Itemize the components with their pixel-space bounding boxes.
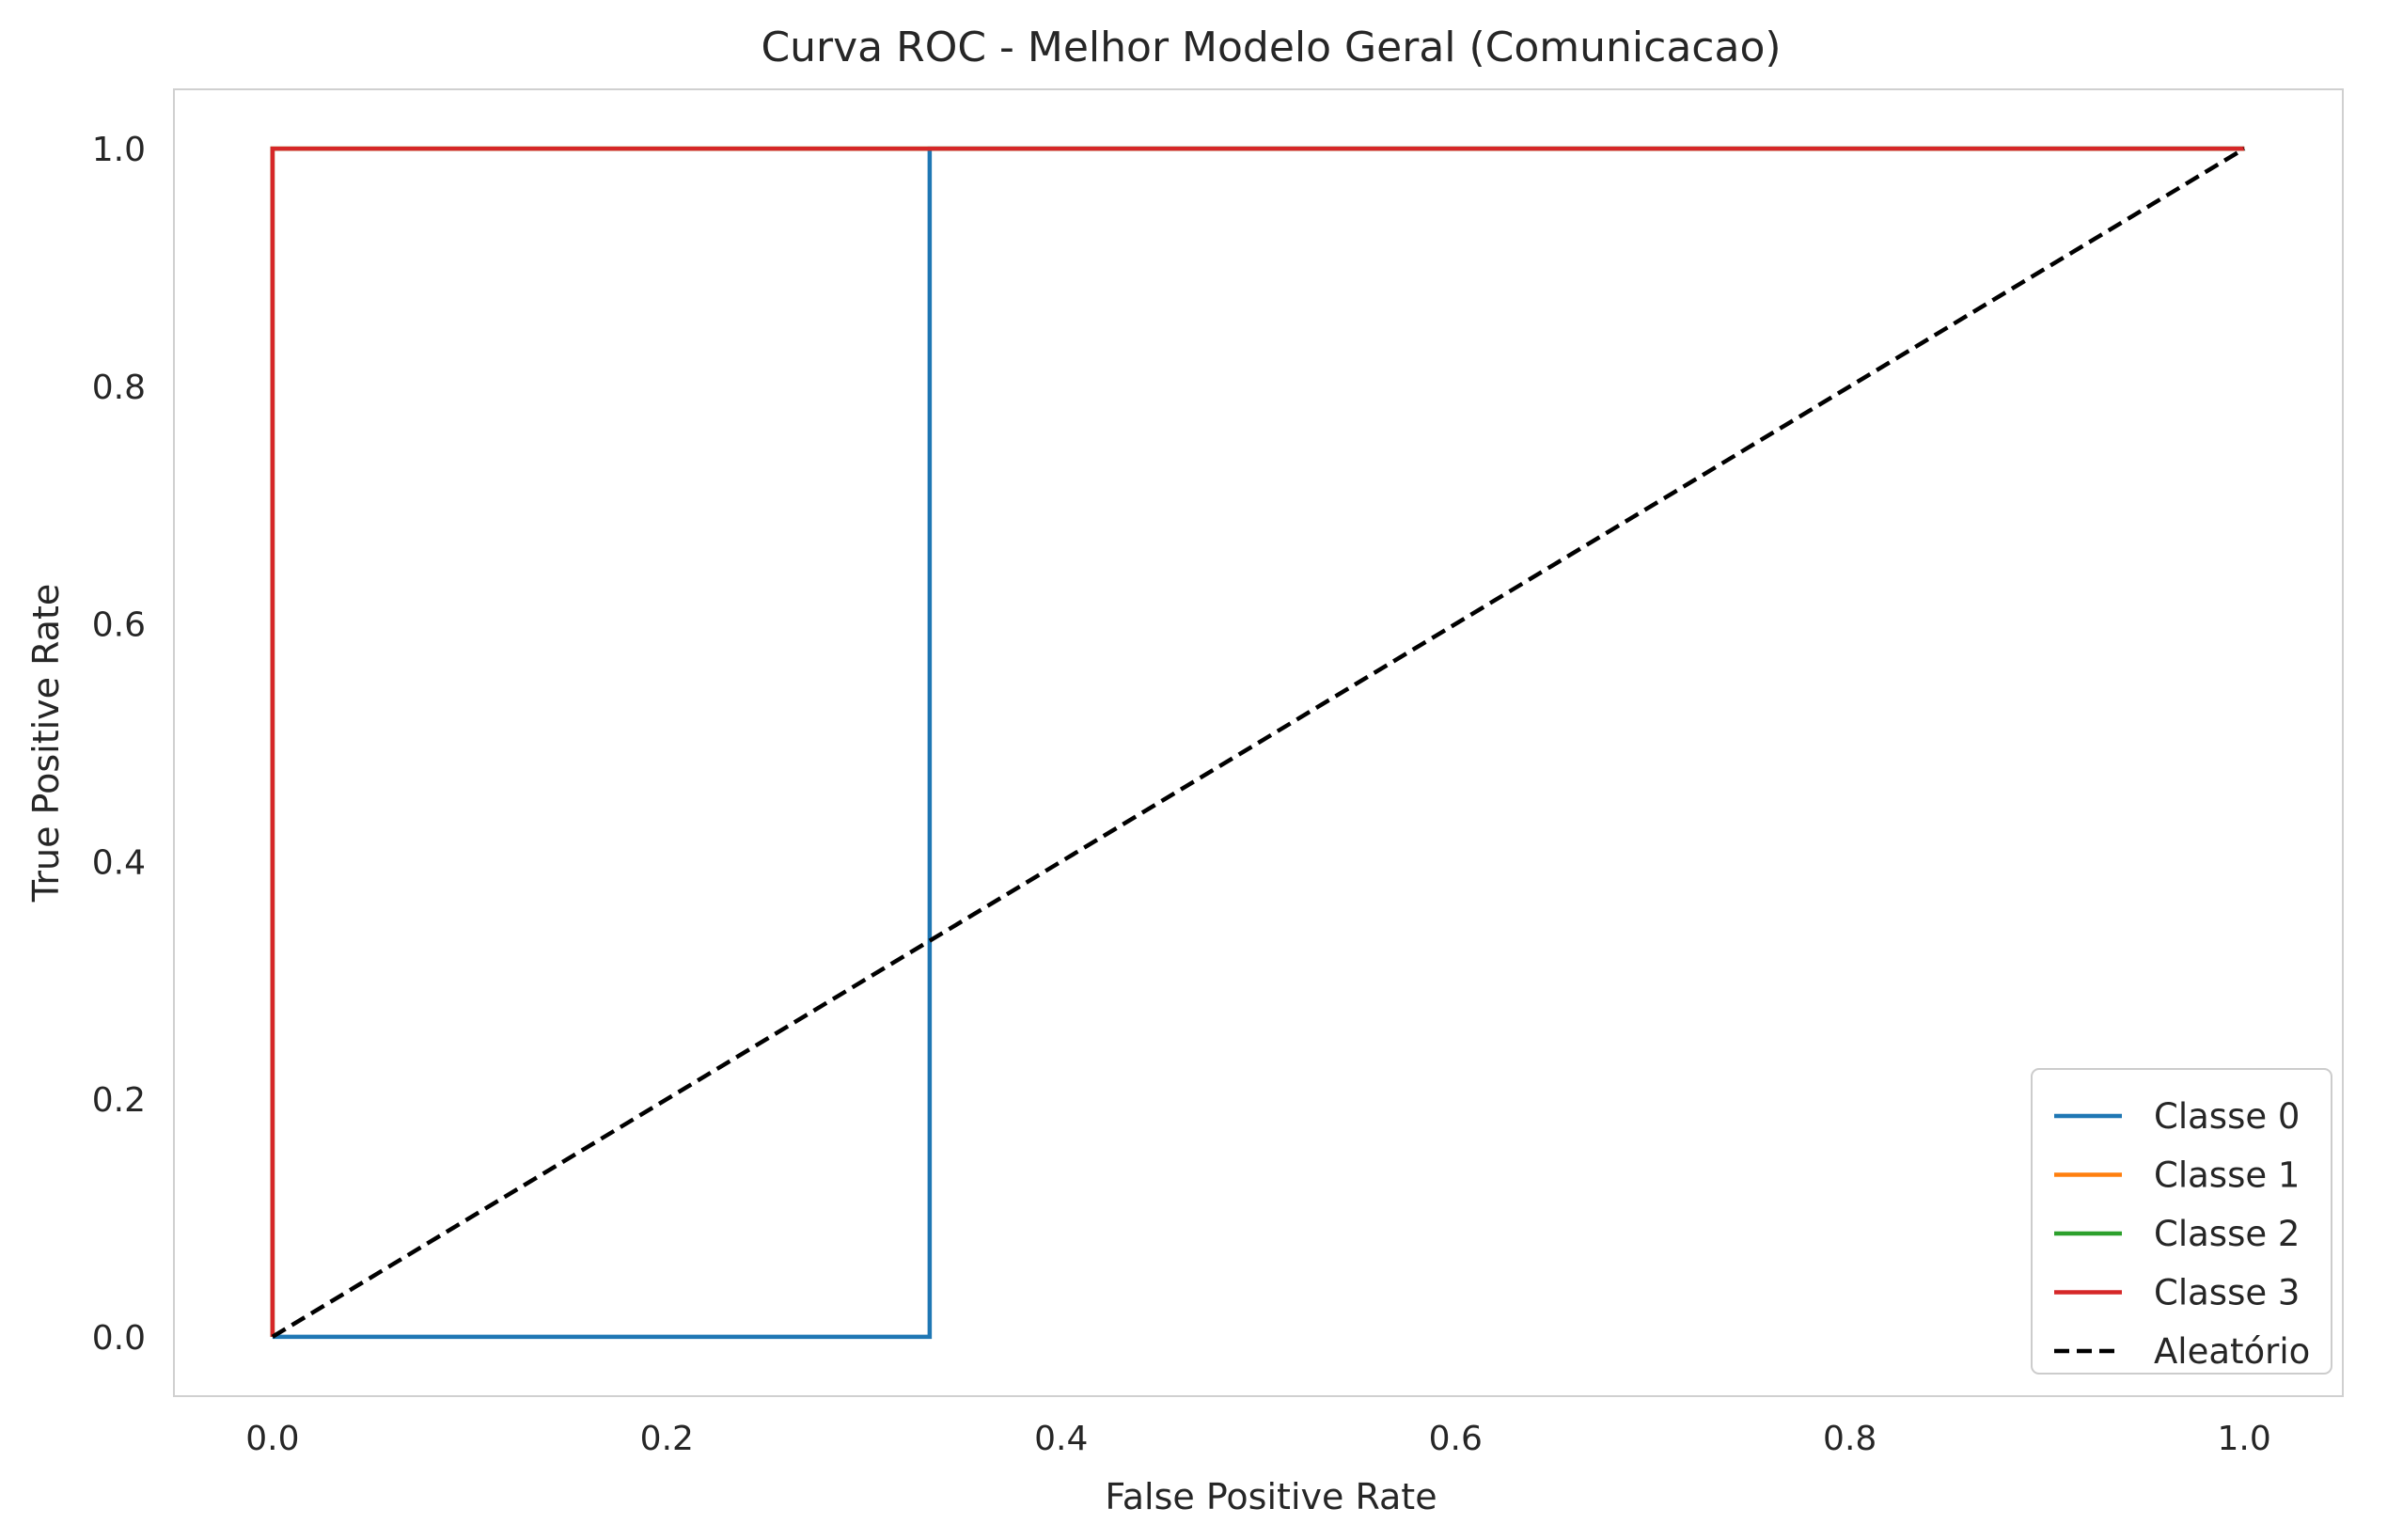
series-line-classe-3 xyxy=(270,146,2245,1337)
y-axis-ticks: 0.0 0.2 0.4 0.6 0.8 1.0 xyxy=(92,131,146,1358)
series-line-aleat-rio xyxy=(271,147,2246,1339)
y-tick-label: 1.0 xyxy=(92,131,146,169)
x-axis-ticks: 0.0 0.2 0.4 0.6 0.8 1.0 xyxy=(245,1420,2271,1458)
x-tick-label: 0.8 xyxy=(1823,1420,1877,1458)
x-tick-label: 0.6 xyxy=(1429,1420,1483,1458)
y-tick-label: 0.8 xyxy=(92,369,146,407)
y-tick-label: 0.0 xyxy=(92,1319,146,1358)
x-tick-label: 0.4 xyxy=(1034,1420,1088,1458)
legend-label: Classe 3 xyxy=(2154,1273,2300,1313)
legend-label: Classe 0 xyxy=(2154,1096,2300,1137)
x-tick-label: 1.0 xyxy=(2218,1420,2271,1458)
legend: Classe 0 Classe 1 Classe 2 Classe 3 Aleatóri… xyxy=(2031,1068,2332,1375)
series-layer xyxy=(270,146,2246,1340)
chart-title: Curva ROC - Melhor Modelo Geral (Comunic… xyxy=(761,24,1781,71)
x-tick-label: 0.0 xyxy=(245,1420,299,1458)
x-tick-label: 0.2 xyxy=(640,1420,694,1458)
y-axis-label: True Positive Rate xyxy=(25,584,67,904)
y-tick-label: 0.6 xyxy=(92,606,146,645)
legend-label: Classe 2 xyxy=(2154,1214,2300,1254)
legend-label: Aleatório xyxy=(2154,1331,2310,1372)
y-tick-label: 0.2 xyxy=(92,1081,146,1120)
legend-label: Classe 1 xyxy=(2154,1155,2300,1196)
y-tick-label: 0.4 xyxy=(92,843,146,882)
legend-box xyxy=(2031,1068,2332,1375)
x-axis-label: False Positive Rate xyxy=(1105,1476,1437,1517)
